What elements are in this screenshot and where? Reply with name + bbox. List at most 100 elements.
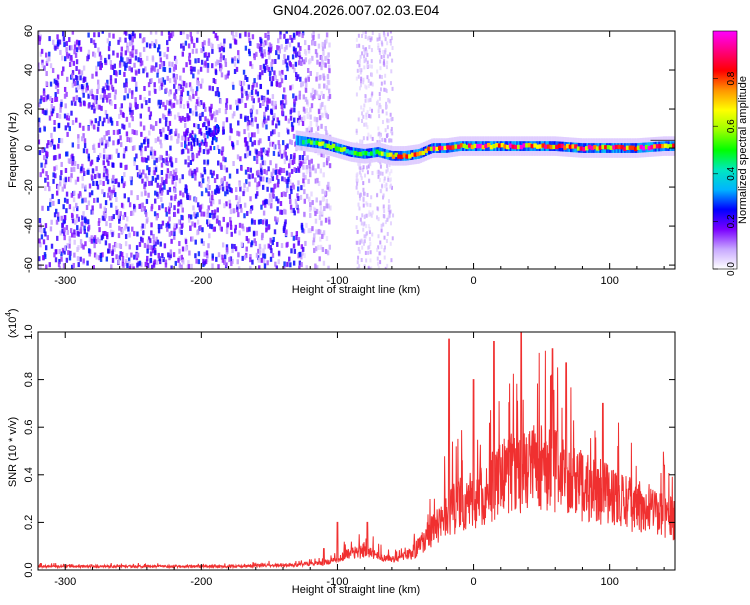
noise-cell bbox=[77, 143, 80, 149]
noise-cell bbox=[219, 53, 223, 59]
ridge-cell bbox=[410, 152, 415, 157]
noise-cell bbox=[44, 231, 47, 237]
noise-cell bbox=[169, 157, 172, 163]
noise-cell bbox=[107, 46, 111, 52]
noise-cell bbox=[284, 38, 288, 44]
noise-cell bbox=[133, 33, 136, 39]
noise-cell bbox=[154, 31, 158, 35]
noise-cell bbox=[381, 50, 384, 55]
noise-cell bbox=[149, 31, 153, 35]
noise-cell bbox=[358, 206, 361, 211]
noise-cell bbox=[238, 98, 242, 104]
noise-cell bbox=[159, 128, 162, 134]
ridge-cell bbox=[527, 143, 532, 148]
noise-cell bbox=[120, 202, 124, 208]
noise-cell bbox=[237, 120, 240, 126]
noise-cell bbox=[355, 76, 358, 81]
ridge-cell bbox=[429, 146, 434, 151]
noise-cell bbox=[200, 59, 204, 65]
noise-cell bbox=[215, 256, 218, 262]
noise-cell bbox=[280, 73, 283, 79]
noise-cell bbox=[324, 56, 327, 62]
noise-cell bbox=[276, 241, 279, 247]
noise-cell bbox=[155, 236, 158, 242]
noise-cell bbox=[57, 143, 60, 149]
noise-cell bbox=[60, 70, 64, 76]
noise-cell bbox=[124, 65, 127, 71]
ridge-cell bbox=[405, 154, 409, 159]
noise-cell bbox=[194, 213, 197, 219]
noise-cell bbox=[204, 116, 207, 122]
noise-cell bbox=[200, 238, 204, 244]
noise-cell bbox=[173, 83, 176, 89]
ridge-cell bbox=[399, 154, 404, 159]
ridge-cell bbox=[418, 151, 423, 156]
noise-cell bbox=[378, 178, 381, 183]
noise-cell bbox=[195, 167, 199, 173]
noise-cell bbox=[93, 108, 96, 114]
noise-cell bbox=[251, 104, 255, 110]
noise-cell bbox=[304, 78, 308, 84]
noise-cell bbox=[58, 153, 61, 159]
noise-cell bbox=[383, 59, 386, 64]
noise-cell bbox=[383, 54, 386, 59]
noise-cell bbox=[391, 116, 394, 121]
noise-cell bbox=[389, 31, 392, 34]
noise-cell bbox=[197, 259, 201, 265]
noise-cell bbox=[391, 86, 394, 91]
noise-cell bbox=[176, 208, 180, 214]
noise-cell bbox=[83, 138, 87, 144]
noise-cell bbox=[371, 210, 374, 215]
noise-cell bbox=[63, 183, 66, 189]
noise-cell bbox=[200, 141, 203, 146]
noise-cell bbox=[94, 238, 98, 244]
noise-cell bbox=[272, 150, 276, 156]
noise-cell bbox=[247, 238, 250, 244]
noise-cell bbox=[61, 186, 64, 192]
ridge-cell bbox=[511, 144, 516, 149]
noise-cell bbox=[278, 149, 282, 155]
noise-cell bbox=[324, 249, 328, 255]
noise-cell bbox=[192, 154, 195, 160]
noise-cell bbox=[62, 66, 65, 72]
noise-cell bbox=[301, 227, 304, 233]
noise-cell bbox=[199, 112, 202, 118]
noise-cell bbox=[240, 241, 243, 247]
ridge-cell bbox=[500, 143, 505, 148]
noise-cell bbox=[110, 193, 113, 199]
noise-cell bbox=[211, 173, 214, 179]
noise-cell bbox=[258, 265, 261, 269]
noise-cell bbox=[88, 236, 92, 242]
noise-cell bbox=[258, 243, 262, 249]
noise-cell bbox=[249, 40, 252, 46]
noise-cell bbox=[211, 210, 214, 216]
noise-cell bbox=[76, 246, 79, 252]
noise-cell bbox=[66, 151, 69, 157]
noise-cell bbox=[80, 84, 84, 90]
noise-cell bbox=[58, 39, 62, 45]
noise-cell bbox=[262, 253, 265, 259]
noise-cell bbox=[235, 195, 238, 201]
noise-cell bbox=[304, 57, 308, 63]
noise-cell bbox=[179, 31, 183, 36]
noise-cell bbox=[251, 121, 254, 127]
noise-cell bbox=[242, 89, 246, 95]
noise-cell bbox=[254, 193, 258, 199]
noise-cell bbox=[161, 220, 165, 226]
noise-cell bbox=[200, 182, 203, 188]
noise-cell bbox=[222, 126, 225, 132]
noise-cell bbox=[384, 128, 387, 133]
noise-cell bbox=[363, 47, 366, 52]
noise-cell bbox=[267, 31, 270, 35]
noise-cell bbox=[48, 262, 51, 268]
noise-cell bbox=[261, 53, 264, 59]
ridge-cell bbox=[639, 144, 643, 150]
noise-cell bbox=[83, 101, 86, 107]
noise-cell bbox=[187, 141, 190, 146]
noise-cell bbox=[40, 228, 43, 234]
ridge-cell bbox=[497, 143, 502, 148]
noise-cell bbox=[215, 131, 218, 136]
noise-cell bbox=[305, 169, 309, 175]
noise-cell bbox=[368, 212, 371, 217]
noise-cell bbox=[160, 196, 163, 202]
